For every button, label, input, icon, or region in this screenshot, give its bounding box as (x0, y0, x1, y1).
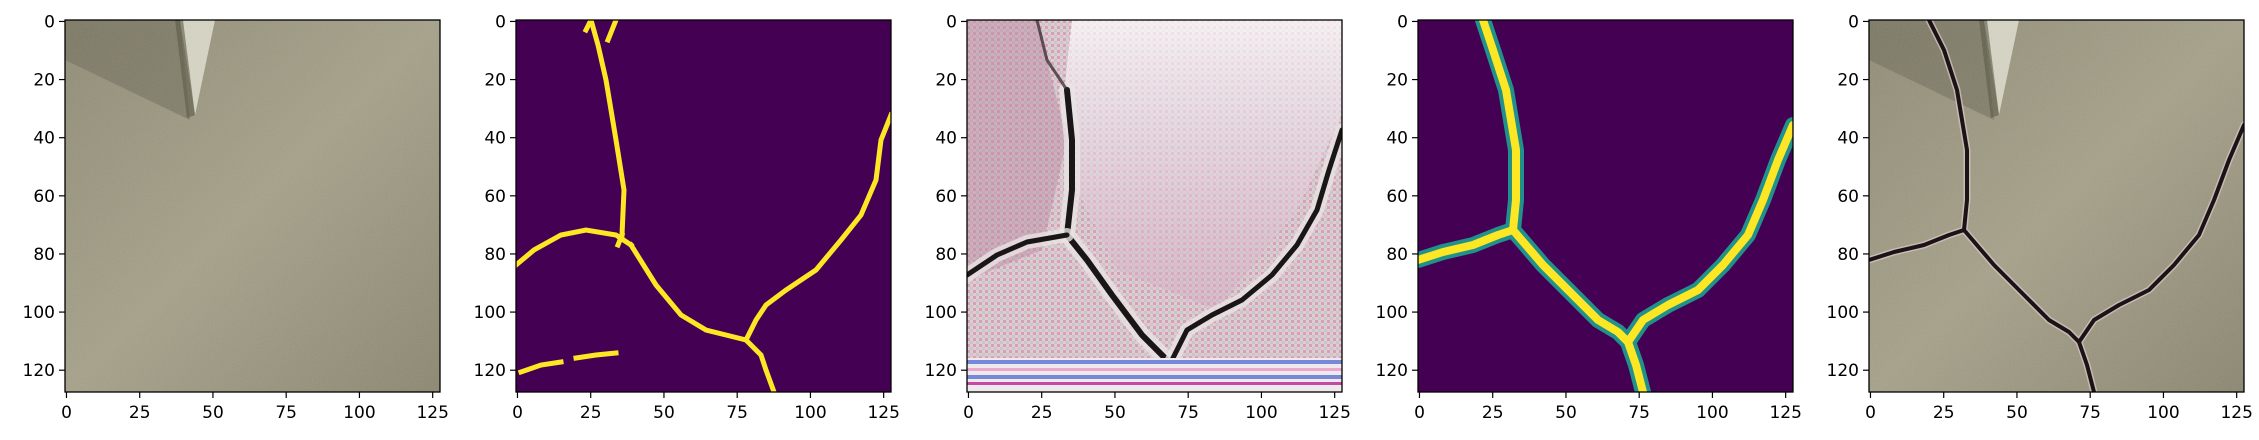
x-tick-label: 100 (794, 403, 826, 423)
x-tick-label: 0 (61, 403, 72, 423)
x-tick-label: 125 (416, 403, 448, 423)
generated-texture-image (967, 20, 1342, 392)
x-tick-label: 50 (2006, 403, 2028, 423)
y-tick-label: 80 (484, 245, 506, 265)
axes-5: 0 25 50 75 100 125 0 20 40 60 80 100 120 (1827, 12, 2253, 423)
axes-4: 0 25 50 75 100 125 0 20 40 60 80 100 120 (1376, 12, 1802, 423)
y-tick-label: 20 (1837, 71, 1859, 91)
y-tick-label: 60 (1837, 187, 1859, 207)
axes-1: 0 25 50 75 100 125 0 20 40 60 80 100 120 (23, 12, 449, 423)
y-tick-label: 100 (1827, 303, 1859, 323)
y-tick-label: 40 (1837, 129, 1859, 149)
x-tick-label: 50 (202, 403, 224, 423)
y-tick-label: 0 (1848, 12, 1859, 32)
y-tick-label: 60 (484, 187, 506, 207)
y-tick-label: 40 (935, 129, 957, 149)
y-tick-label: 100 (925, 303, 957, 323)
axes-frame (966, 19, 1343, 393)
x-tick-label: 25 (580, 403, 602, 423)
y-tick-label: 120 (23, 361, 55, 381)
y-tick-label: 80 (1837, 245, 1859, 265)
x-tick-label: 75 (1177, 403, 1199, 423)
axes-frame (64, 19, 441, 393)
axes-2: 0 25 50 75 100 125 0 20 40 60 80 100 120 (474, 12, 900, 423)
y-tick-label: 20 (484, 71, 506, 91)
x-tick-label: 75 (1628, 403, 1650, 423)
y-tick-label: 100 (1376, 303, 1408, 323)
x-tick-label: 0 (1414, 403, 1425, 423)
x-tick-label: 75 (275, 403, 297, 423)
y-tick-label: 20 (935, 71, 957, 91)
x-tick-label: 100 (1245, 403, 1277, 423)
y-tick-label: 120 (925, 361, 957, 381)
composite-image (1869, 20, 2244, 392)
x-tick-label: 25 (129, 403, 151, 423)
x-tick-label: 25 (1482, 403, 1504, 423)
axes-frame (515, 19, 892, 393)
axes-frame (1417, 19, 1794, 393)
x-tick-label: 25 (1031, 403, 1053, 423)
binary-mask-image (516, 20, 891, 392)
x-tick-label: 0 (963, 403, 974, 423)
x-tick-label: 0 (512, 403, 523, 423)
y-tick-label: 100 (23, 303, 55, 323)
y-tick-label: 0 (495, 12, 506, 32)
y-tick-label: 60 (1386, 187, 1408, 207)
smoothed-mask-image (1418, 20, 1793, 392)
x-tick-label: 50 (1104, 403, 1126, 423)
photo-panel (65, 20, 440, 392)
axes-frame (1868, 19, 2245, 393)
x-tick-label: 125 (2220, 403, 2252, 423)
x-tick-label: 50 (1555, 403, 1577, 423)
x-tick-label: 25 (1933, 403, 1955, 423)
y-tick-label: 80 (935, 245, 957, 265)
composite-panel (1869, 20, 2244, 392)
x-tick-label: 125 (867, 403, 899, 423)
y-tick-label: 80 (33, 245, 55, 265)
x-tick-label: 100 (2147, 403, 2179, 423)
y-tick-label: 0 (44, 12, 55, 32)
y-tick-label: 20 (33, 71, 55, 91)
y-tick-label: 40 (33, 129, 55, 149)
smoothed-mask-panel (1418, 20, 1793, 392)
x-tick-label: 125 (1318, 403, 1350, 423)
x-tick-label: 75 (2079, 403, 2101, 423)
y-tick-label: 120 (1376, 361, 1408, 381)
axes-3: 0 25 50 75 100 125 0 20 40 60 80 100 120 (925, 12, 1351, 423)
x-tick-label: 75 (726, 403, 748, 423)
generated-texture-panel (967, 20, 1342, 392)
binary-mask-panel (516, 20, 891, 392)
x-tick-label: 125 (1769, 403, 1801, 423)
y-tick-label: 20 (1386, 71, 1408, 91)
y-tick-label: 100 (474, 303, 506, 323)
y-tick-label: 60 (935, 187, 957, 207)
y-tick-label: 40 (484, 129, 506, 149)
y-tick-label: 0 (946, 12, 957, 32)
y-tick-label: 120 (474, 361, 506, 381)
axes-layer: 0 25 50 75 100 125 0 20 40 60 80 100 120 0 25 50 75 100 12… (23, 12, 2253, 423)
y-tick-label: 40 (1386, 129, 1408, 149)
x-tick-label: 100 (343, 403, 375, 423)
x-tick-label: 50 (653, 403, 675, 423)
y-tick-label: 0 (1397, 12, 1408, 32)
photo-image (65, 20, 440, 392)
y-tick-label: 80 (1386, 245, 1408, 265)
x-tick-label: 100 (1696, 403, 1728, 423)
y-tick-label: 120 (1827, 361, 1859, 381)
x-tick-label: 0 (1865, 403, 1876, 423)
y-tick-label: 60 (33, 187, 55, 207)
